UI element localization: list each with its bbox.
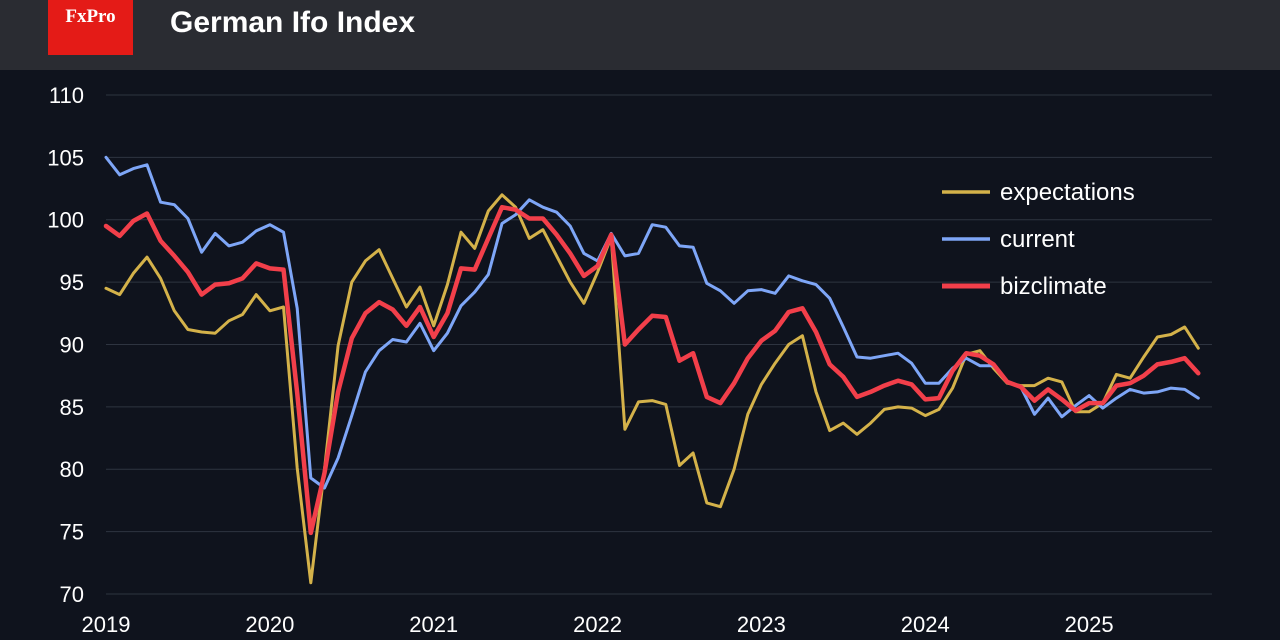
logo-text: FxPro: [65, 5, 116, 27]
x-tick-label: 2025: [1065, 612, 1114, 637]
header-bar: FxPro German Ifo Index: [0, 0, 1280, 70]
series-line-bizclimate: [103, 204, 1201, 536]
legend: expectations current bizclimate: [942, 179, 1135, 300]
y-axis-ticks: 70 75 80 85 90 95 100 105 110: [47, 83, 84, 607]
grid-lines: [106, 94, 1212, 595]
x-tick-label: 2019: [82, 612, 131, 637]
y-tick-label: 100: [47, 208, 84, 233]
y-tick-label: 85: [60, 395, 84, 420]
x-axis-ticks: 2019 2020 2021 2022 2023 2024 2025: [82, 612, 1114, 637]
fxpro-logo[interactable]: FxPro: [48, 0, 133, 55]
x-tick-label: 2022: [573, 612, 622, 637]
y-tick-label: 70: [60, 582, 84, 607]
y-tick-label: 75: [60, 520, 84, 545]
series-line-expectations: [104, 193, 1200, 585]
legend-label-expectations: expectations: [1000, 179, 1135, 206]
y-tick-label: 110: [49, 83, 84, 108]
series-line-current: [104, 155, 1200, 490]
x-tick-label: 2023: [737, 612, 786, 637]
series-lines: [103, 155, 1201, 585]
y-tick-label: 95: [60, 270, 84, 295]
legend-label-current: current: [1000, 226, 1075, 253]
y-tick-label: 105: [47, 145, 84, 170]
x-tick-label: 2020: [245, 612, 294, 637]
legend-label-bizclimate: bizclimate: [1000, 273, 1107, 300]
x-tick-label: 2021: [409, 612, 458, 637]
y-tick-label: 80: [60, 457, 84, 482]
x-tick-label: 2024: [901, 612, 950, 637]
y-tick-label: 90: [60, 332, 84, 357]
page-title: German Ifo Index: [170, 6, 416, 39]
